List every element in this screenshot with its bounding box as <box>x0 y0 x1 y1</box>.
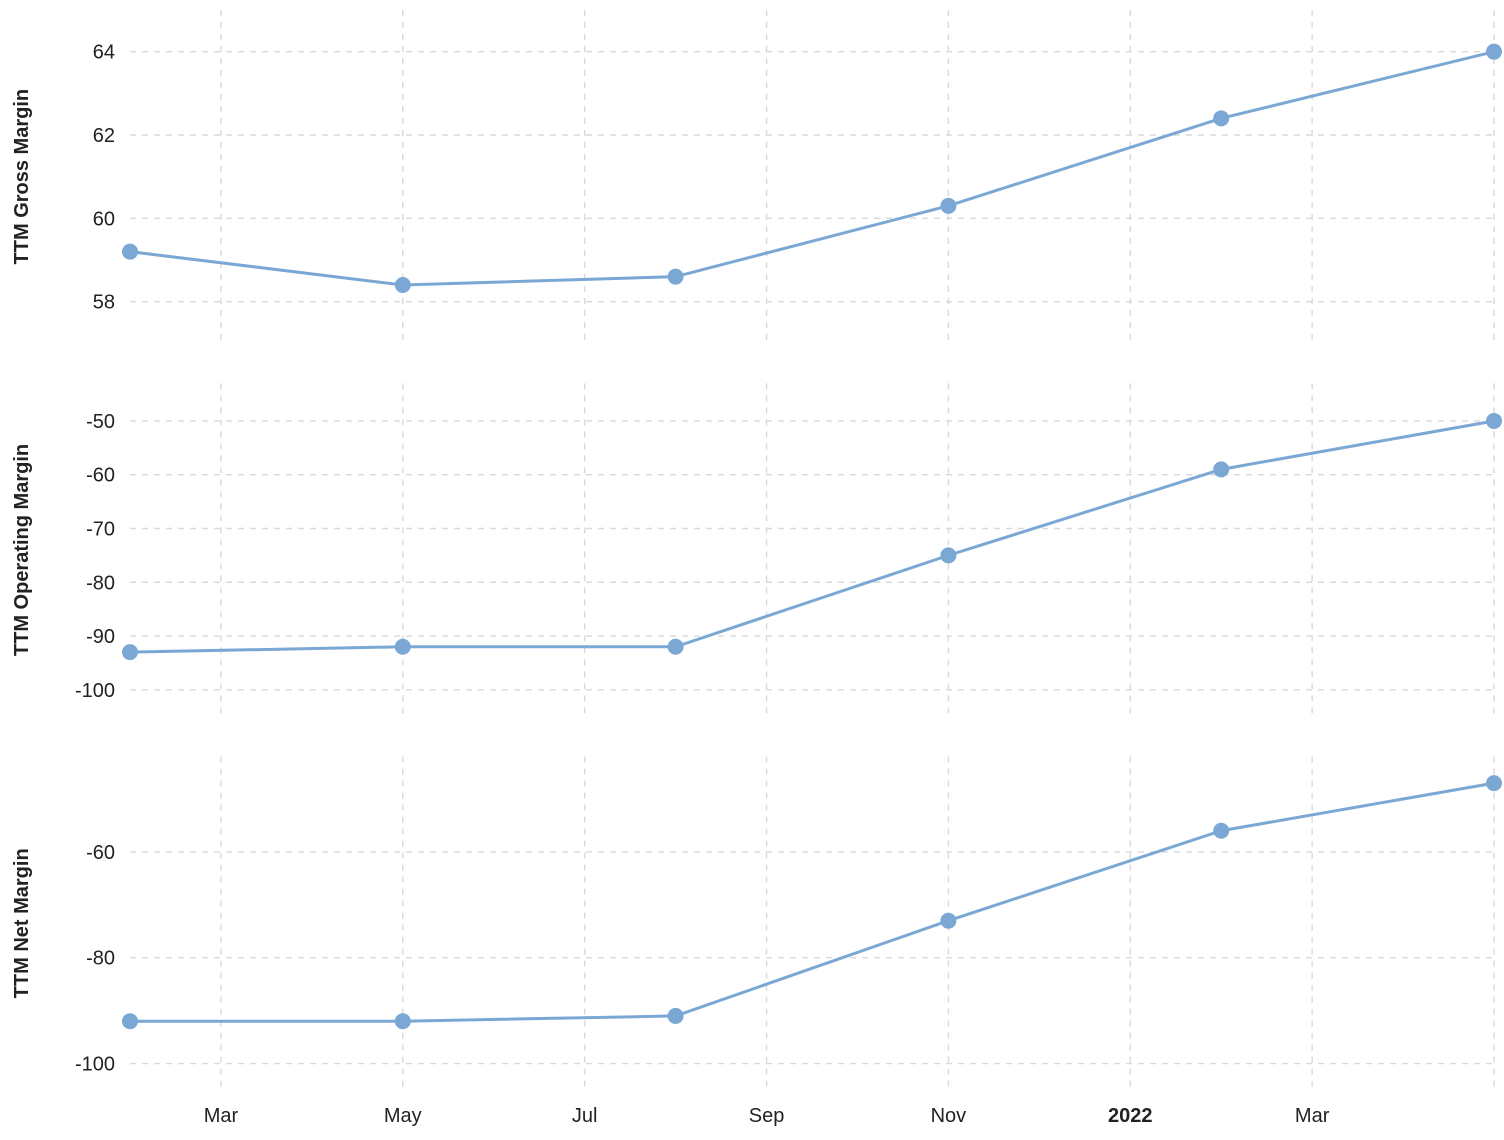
ytick-label: -80 <box>86 948 115 970</box>
series-marker <box>396 278 410 292</box>
ytick-label: -70 <box>86 518 115 540</box>
series-marker <box>123 245 137 259</box>
series-marker <box>1214 111 1228 125</box>
series-marker <box>123 1014 137 1028</box>
xtick-label: Nov <box>931 1105 967 1127</box>
series-marker <box>1214 824 1228 838</box>
ytick-label: -60 <box>86 465 115 487</box>
ylabel-operating: TTM Operating Margin <box>11 444 33 656</box>
ytick-label: 62 <box>93 125 115 147</box>
series-marker <box>669 1009 683 1023</box>
ytick-label: 60 <box>93 208 115 230</box>
ytick-label: 58 <box>93 292 115 314</box>
series-marker <box>123 645 137 659</box>
xtick-label: Mar <box>204 1105 239 1127</box>
ytick-label: -100 <box>75 680 115 702</box>
series-marker <box>941 199 955 213</box>
series-marker <box>396 1014 410 1028</box>
series-marker <box>941 548 955 562</box>
xtick-label: Sep <box>749 1105 785 1127</box>
ytick-label: -60 <box>86 842 115 864</box>
ytick-label: 64 <box>93 42 115 64</box>
xtick-label: 2022 <box>1108 1105 1153 1127</box>
series-marker <box>669 640 683 654</box>
series-marker <box>1487 776 1501 790</box>
ylabel-gross: TTM Gross Margin <box>11 89 33 265</box>
xtick-label: May <box>384 1105 422 1127</box>
ytick-label: -100 <box>75 1054 115 1076</box>
series-marker <box>1214 462 1228 476</box>
xtick-label: Mar <box>1295 1105 1330 1127</box>
ytick-label: -90 <box>86 626 115 648</box>
series-marker <box>1487 414 1501 428</box>
series-marker <box>1487 45 1501 59</box>
xtick-label: Jul <box>572 1105 598 1127</box>
series-marker <box>941 914 955 928</box>
ylabel-net: TTM Net Margin <box>11 848 33 998</box>
series-marker <box>396 640 410 654</box>
ytick-label: -50 <box>86 411 115 433</box>
series-marker <box>669 270 683 284</box>
ytick-label: -80 <box>86 572 115 594</box>
margins-chart: 58 60 62 64 TTM Gross Margin -100 -90 -80 -70 -60… <box>0 0 1504 1140</box>
